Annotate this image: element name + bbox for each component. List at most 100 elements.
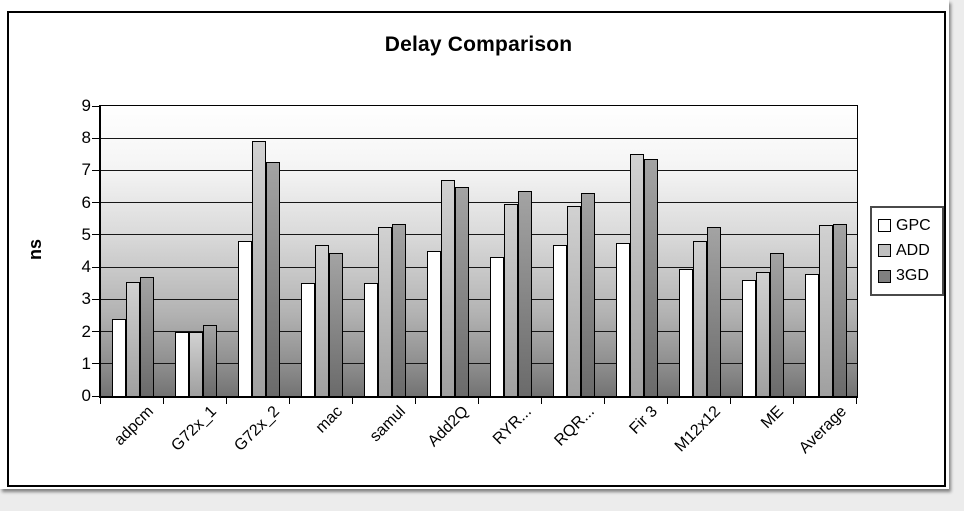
- y-tick-label-5: 5: [81, 224, 91, 244]
- bar-3GD-M12x12: [706, 226, 721, 396]
- gridline: [101, 234, 857, 236]
- bar-ADD-ME: [755, 271, 770, 396]
- y-tick-mark: [92, 331, 99, 333]
- y-tick-label-4: 4: [81, 257, 91, 277]
- gridline: [101, 298, 857, 300]
- bar-3GD-RQR...: [580, 193, 595, 396]
- bar-3GD-Fir 3: [643, 159, 658, 396]
- bar-ADD-Add2Q: [440, 180, 455, 396]
- legend-label-GPC: GPC: [896, 216, 931, 234]
- bar-GPC-Fir 3: [615, 242, 630, 396]
- x-tick-mark: [352, 398, 353, 404]
- bar-ADD-G72x_2: [251, 141, 266, 396]
- y-tick-mark: [92, 234, 99, 236]
- x-tick-mark: [730, 398, 731, 404]
- x-tick-mark: [793, 398, 794, 404]
- legend-label-ADD: ADD: [896, 241, 930, 259]
- y-tick-label-1: 1: [81, 353, 91, 373]
- y-tick-label-6: 6: [81, 192, 91, 212]
- y-tick-mark: [92, 202, 99, 204]
- bar-group-G72x_1: [164, 106, 227, 396]
- chart-title: Delay Comparison: [384, 33, 573, 56]
- bar-GPC-Average: [804, 273, 819, 396]
- y-tick-mark: [92, 169, 99, 171]
- legend-item-GPC: GPC: [878, 217, 937, 235]
- bar-group-RYR...: [479, 106, 542, 396]
- legend-swatch-GPC: [878, 219, 891, 233]
- x-tick-mark: [163, 398, 164, 404]
- bar-group-mac: [290, 106, 353, 396]
- legend-items: GPC ADD 3GD: [878, 213, 937, 289]
- bar-group-RQR...: [542, 106, 605, 396]
- bar-3GD-Average: [832, 223, 847, 396]
- plot-area: [99, 105, 858, 398]
- y-tick-label-9: 9: [81, 96, 91, 115]
- bar-group-ME: [731, 106, 794, 396]
- gridline: [101, 137, 857, 139]
- y-tick-mark: [92, 395, 99, 397]
- y-tick-mark: [92, 298, 99, 300]
- bar-ADD-Fir 3: [629, 154, 644, 396]
- bar-GPC-RQR...: [552, 244, 567, 396]
- gridline: [101, 266, 857, 268]
- legend-swatch-ADD: [878, 244, 891, 258]
- y-tick-mark: [92, 137, 99, 139]
- bar-3GD-samul: [391, 223, 406, 396]
- bar-3GD-G72x_2: [265, 162, 280, 396]
- bar-3GD-adpcm: [139, 276, 154, 396]
- bar-3GD-RYR...: [517, 191, 532, 396]
- x-tick-mark: [100, 398, 101, 404]
- bar-group-G72x_2: [227, 106, 290, 396]
- legend: GPC ADD 3GD: [870, 206, 944, 296]
- gridline: [101, 169, 857, 171]
- x-tick-mark: [289, 398, 290, 404]
- bar-3GD-Add2Q: [454, 186, 469, 396]
- x-tick-mark: [856, 398, 857, 404]
- bar-ADD-M12x12: [692, 241, 707, 396]
- x-tick-mark: [478, 398, 479, 404]
- bar-ADD-Average: [818, 225, 833, 396]
- x-tick-mark: [541, 398, 542, 404]
- y-tick-mark: [92, 266, 99, 268]
- bar-GPC-Add2Q: [426, 251, 441, 396]
- y-tick-label-8: 8: [81, 128, 91, 148]
- bar-ADD-RYR...: [503, 204, 518, 396]
- bar-ADD-G72x_1: [188, 331, 203, 396]
- bar-3GD-ME: [769, 252, 784, 396]
- bar-GPC-samul: [363, 283, 378, 396]
- y-axis-title: ns: [25, 238, 46, 261]
- bar-3GD-mac: [328, 252, 343, 396]
- bar-GPC-mac: [300, 283, 315, 396]
- bar-ADD-samul: [377, 226, 392, 396]
- bar-group-samul: [353, 106, 416, 396]
- y-tick-label-7: 7: [81, 160, 91, 180]
- legend-swatch-3GD: [878, 269, 891, 283]
- bar-group-Fir 3: [605, 106, 668, 396]
- legend-item-3GD: 3GD: [878, 267, 937, 285]
- bar-group-adpcm: [101, 106, 164, 396]
- x-tick-mark: [226, 398, 227, 404]
- bar-GPC-M12x12: [678, 268, 693, 396]
- gridline: [101, 202, 857, 204]
- y-tick-label-3: 3: [81, 289, 91, 309]
- x-tick-mark: [604, 398, 605, 404]
- y-tick-label-0: 0: [81, 386, 91, 405]
- bar-GPC-G72x_1: [174, 331, 189, 396]
- bar-GPC-G72x_2: [237, 241, 252, 396]
- bar-group-M12x12: [668, 106, 731, 396]
- bar-group-Average: [794, 106, 857, 396]
- legend-item-ADD: ADD: [878, 242, 937, 260]
- y-tick-mark: [92, 363, 99, 365]
- x-tick-mark: [667, 398, 668, 404]
- bar-GPC-RYR...: [489, 257, 504, 396]
- gridline: [101, 363, 857, 365]
- x-tick-mark: [415, 398, 416, 404]
- bar-GPC-ME: [741, 280, 756, 396]
- y-tick-label-2: 2: [81, 321, 91, 341]
- gridline: [101, 331, 857, 333]
- bar-ADD-adpcm: [125, 281, 140, 396]
- bar-group-Add2Q: [416, 106, 479, 396]
